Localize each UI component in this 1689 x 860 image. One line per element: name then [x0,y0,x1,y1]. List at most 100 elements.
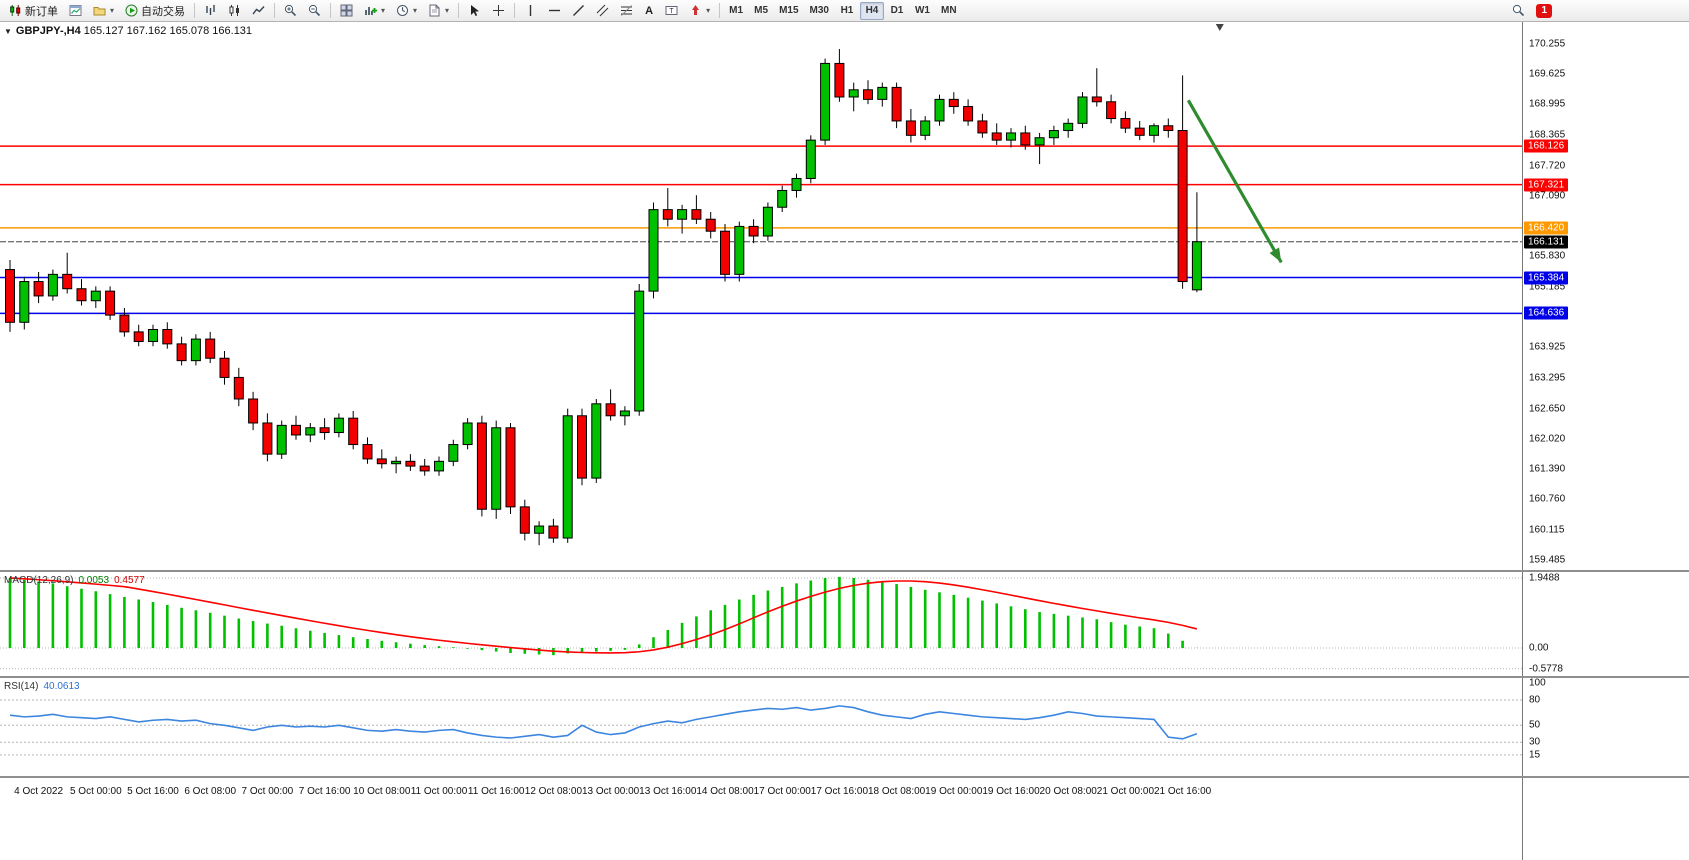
new-order-button[interactable]: 新订单 [4,2,63,20]
candle [333,413,344,438]
one-click-panel-toggle-icon[interactable]: ▼ [4,27,12,36]
templates-button[interactable]: ▾ [423,2,454,20]
time-axis-label: 12 Oct 08:00 [524,786,583,797]
toolbar-separator [514,3,516,18]
new-chart-button[interactable] [64,2,87,20]
ohlc-low: 165.078 [169,25,210,37]
bar-chart-mode-button[interactable] [199,2,222,20]
timeframe-button-m1[interactable]: M1 [724,2,748,20]
candle [348,410,359,450]
periods-clock-icon [397,5,409,16]
candle [376,449,387,469]
candle [705,212,716,239]
time-axis-label: 11 Oct 16:00 [467,786,525,797]
line-chart-mode-button[interactable] [247,2,270,20]
time-axis-label: 14 Oct 08:00 [696,786,754,797]
trend-arrow-annotation[interactable] [1186,99,1283,264]
price-axis-label: 159.485 [1529,554,1566,566]
candle [462,418,473,450]
current-price-badge: 166.131 [1524,235,1569,249]
tile-windows-button[interactable] [335,2,358,20]
toolbar-separator [274,3,276,18]
notification-count-badge: 1 [1536,3,1552,18]
candle [848,82,859,112]
candle [419,458,430,476]
timeframe-button-h4[interactable]: H4 [859,1,884,20]
candle [405,454,416,471]
trendline-tool-button[interactable] [567,2,590,20]
vertical-line-tool-button[interactable] [519,2,542,20]
time-axis[interactable]: 4 Oct 2022 5 Oct 00:00 5 Oct 16:00 6 Oct 08… [0,778,1522,860]
indicators-button[interactable]: ▾ [359,2,390,20]
candle [248,391,259,431]
timeframe-button-m5[interactable]: M5 [749,2,773,20]
timeframe-button-m30[interactable]: M30 [805,2,834,20]
zoom-in-button[interactable] [279,2,302,20]
zoom-out-button[interactable] [303,2,326,20]
chart-plot-column[interactable]: ▼ GBPJPY-,H4 165.127 167.162 165.078 166.… [0,22,1522,860]
notifications-button[interactable]: 1 [1531,2,1557,20]
chart-canvas[interactable] [0,22,1522,860]
candle [891,82,902,129]
candle [820,58,831,145]
timeframe-group: M1 M5 M15 M30 H1 H4 D1 W1 MN [724,1,962,20]
rsi-value: 40.0613 [43,681,80,692]
horizontal-line-tool-button[interactable] [543,2,566,20]
search-button[interactable] [1507,2,1530,20]
price-axis-label: 167.090 [1529,190,1566,202]
candle [877,82,888,107]
candle [863,80,873,105]
crosshair-icon [493,5,505,16]
panel-divider[interactable] [0,776,1689,778]
candle [434,456,444,476]
time-axis-label: 7 Oct 00:00 [241,786,294,797]
autotrading-button[interactable]: 自动交易 [120,2,190,20]
candle [1177,75,1188,289]
panel-divider[interactable] [0,570,1689,572]
ohlc-high: 167.162 [126,25,167,37]
candle [534,521,545,546]
price-axis-label: 165.185 [1529,281,1566,293]
search-icon [1513,4,1525,17]
cursor-tool-button[interactable] [463,2,486,20]
crosshair-tool-button[interactable] [487,2,510,20]
price-axis-label: 161.390 [1529,463,1566,475]
tile-windows-icon [340,4,353,17]
timeframe-button-m15[interactable]: M15 [774,2,803,20]
rsi-line [9,705,1198,740]
text-tool-button[interactable]: A [639,2,659,20]
chart-shift-marker[interactable] [1215,24,1224,31]
text-label-tool-button[interactable]: T [660,2,683,20]
time-axis-label: 5 Oct 16:00 [127,786,179,797]
price-axis[interactable]: 170.255 169.625 168.995 168.365 167.720 167.0… [1522,22,1689,860]
time-axis-label: 13 Oct 16:00 [639,786,697,797]
timeframe-button-mn[interactable]: MN [936,2,962,20]
time-axis-label: 6 Oct 08:00 [184,786,237,797]
profiles-caret-icon: ▾ [110,6,115,15]
candle [1020,125,1031,150]
timeframe-button-w1[interactable]: W1 [910,2,935,20]
periods-button[interactable]: ▾ [391,2,422,20]
timeframe-button-h1[interactable]: H1 [835,2,859,20]
candlestick-icon [229,5,240,16]
time-axis-label: 7 Oct 16:00 [298,786,351,797]
candle [963,99,974,126]
candlestick-mode-button[interactable] [223,2,246,20]
candle [219,351,230,385]
timeframe-button-d1[interactable]: D1 [885,2,909,20]
candle [276,420,287,459]
channel-tool-button[interactable] [591,2,614,20]
macd-indicator-label: MACD(12,26,9) 0.0053 0.4577 [4,575,145,586]
zoom-out-icon [308,4,321,17]
fibonacci-tool-button[interactable] [615,2,638,20]
templates-caret-icon: ▾ [445,6,450,15]
candle [1091,68,1102,107]
candle [905,108,916,143]
candle [805,135,816,184]
candle [591,398,602,483]
profiles-button[interactable]: ▾ [88,2,119,20]
panel-divider[interactable] [0,676,1689,678]
rsi-scale-label: 50 [1529,719,1541,731]
candle [977,113,988,138]
arrows-tool-button[interactable]: ▾ [684,2,715,20]
